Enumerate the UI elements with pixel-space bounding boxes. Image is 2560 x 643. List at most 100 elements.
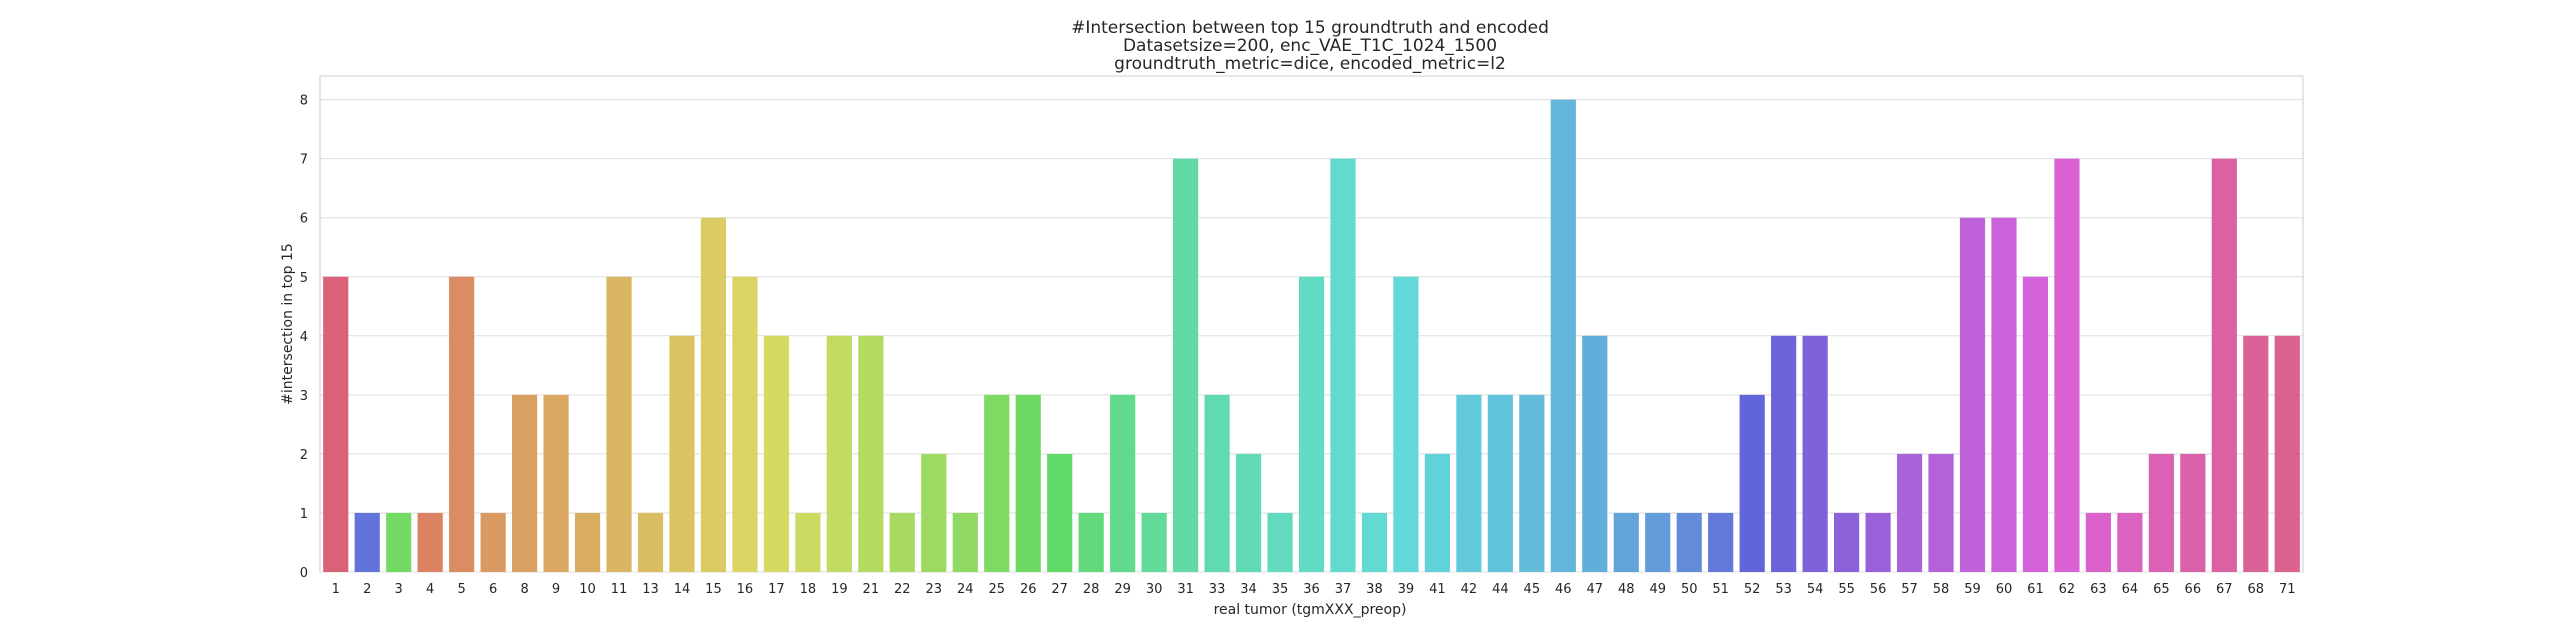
x-tick-label: 53 bbox=[1775, 582, 1792, 597]
bar bbox=[1078, 512, 1104, 572]
x-tick-label: 29 bbox=[1114, 582, 1131, 597]
x-tick-label: 34 bbox=[1240, 582, 1257, 597]
bar bbox=[2180, 453, 2206, 572]
bar bbox=[669, 335, 695, 572]
x-tick-label: 30 bbox=[1146, 582, 1163, 597]
y-axis-label: #intersection in top 15 bbox=[280, 243, 296, 405]
bar bbox=[1865, 512, 1891, 572]
x-tick-label: 45 bbox=[1524, 582, 1541, 597]
bar bbox=[1676, 512, 1702, 572]
x-tick-label: 19 bbox=[831, 582, 848, 597]
bar bbox=[1834, 512, 1860, 572]
bar bbox=[1047, 453, 1073, 572]
bar bbox=[2274, 335, 2300, 572]
bar bbox=[1771, 335, 1797, 572]
bar bbox=[1267, 512, 1293, 572]
x-tick-label: 18 bbox=[800, 582, 817, 597]
x-tick-label: 54 bbox=[1807, 582, 1824, 597]
x-tick-label: 58 bbox=[1933, 582, 1950, 597]
x-tick-label: 26 bbox=[1020, 582, 1037, 597]
x-tick-label: 66 bbox=[2185, 582, 2202, 597]
bar bbox=[1015, 394, 1041, 572]
x-tick-label: 36 bbox=[1303, 582, 1320, 597]
bar bbox=[2148, 453, 2174, 572]
bar bbox=[1456, 394, 1482, 572]
bar bbox=[480, 512, 506, 572]
bar bbox=[858, 335, 884, 572]
bar bbox=[1708, 512, 1734, 572]
x-tick-label: 3 bbox=[395, 582, 403, 597]
x-tick-label: 31 bbox=[1177, 582, 1194, 597]
bar bbox=[606, 276, 632, 572]
bar bbox=[1235, 453, 1262, 572]
x-tick-label: 1 bbox=[332, 582, 340, 597]
y-tick-labels: 0 1 2 3 4 5 6 7 8 bbox=[300, 94, 308, 581]
bar bbox=[1645, 512, 1671, 572]
bar bbox=[417, 512, 443, 572]
x-tick-label: 56 bbox=[1870, 582, 1887, 597]
bar bbox=[1141, 512, 1167, 572]
y-tick-label: 1 bbox=[300, 507, 308, 522]
bar bbox=[449, 276, 475, 572]
bar bbox=[323, 276, 349, 572]
x-tick-label: 64 bbox=[2122, 582, 2139, 597]
x-tick-label: 39 bbox=[1398, 582, 1415, 597]
y-tick-label: 4 bbox=[300, 330, 308, 345]
x-tick-label: 49 bbox=[1649, 582, 1666, 597]
y-tick-label: 0 bbox=[300, 566, 308, 581]
x-tick-label: 17 bbox=[768, 582, 785, 597]
x-tick-label: 23 bbox=[926, 582, 943, 597]
bar bbox=[1928, 453, 1954, 572]
x-tick-label: 48 bbox=[1618, 582, 1635, 597]
bar bbox=[574, 512, 601, 572]
x-tick-label: 21 bbox=[863, 582, 880, 597]
x-tick-label: 27 bbox=[1051, 582, 1068, 597]
bar bbox=[354, 512, 380, 572]
bar bbox=[2054, 158, 2080, 572]
x-tick-label: 22 bbox=[894, 582, 911, 597]
x-tick-label: 71 bbox=[2279, 582, 2296, 597]
bar bbox=[1959, 217, 1986, 572]
y-tick-label: 3 bbox=[300, 389, 308, 404]
x-tick-label: 9 bbox=[552, 582, 560, 597]
bar bbox=[952, 512, 978, 572]
x-tick-label: 68 bbox=[2248, 582, 2265, 597]
bar bbox=[763, 335, 789, 572]
bar bbox=[889, 512, 915, 572]
chart-title-line-2: Datasetsize=200, enc_VAE_T1C_1024_1500 bbox=[1123, 36, 1497, 56]
x-tick-label: 41 bbox=[1429, 582, 1446, 597]
bar bbox=[1739, 394, 1765, 572]
bar bbox=[1519, 394, 1545, 572]
x-tick-label: 13 bbox=[642, 582, 659, 597]
x-tick-label: 59 bbox=[1964, 582, 1981, 597]
x-tick-label: 35 bbox=[1272, 582, 1289, 597]
bar bbox=[1424, 453, 1450, 572]
bar bbox=[921, 453, 947, 572]
x-tick-label: 28 bbox=[1083, 582, 1100, 597]
bar bbox=[543, 394, 569, 572]
bar bbox=[2243, 335, 2269, 572]
bars bbox=[323, 99, 2300, 572]
chart-title: #Intersection between top 15 groundtruth… bbox=[1071, 18, 1549, 74]
x-tick-label: 46 bbox=[1555, 582, 1572, 597]
x-tick-label: 62 bbox=[2059, 582, 2076, 597]
x-axis-label: real tumor (tgmXXX_preop) bbox=[1214, 602, 1407, 618]
bar bbox=[512, 394, 538, 572]
x-tick-label: 5 bbox=[458, 582, 466, 597]
bar bbox=[1582, 335, 1608, 572]
bar bbox=[2117, 512, 2143, 572]
x-tick-label: 65 bbox=[2153, 582, 2170, 597]
bar bbox=[700, 217, 727, 572]
x-tick-label: 55 bbox=[1838, 582, 1855, 597]
y-tick-label: 8 bbox=[300, 94, 308, 109]
y-tick-label: 7 bbox=[300, 153, 308, 168]
bar bbox=[1613, 512, 1639, 572]
bar bbox=[1393, 276, 1419, 572]
x-tick-label: 4 bbox=[426, 582, 434, 597]
bar bbox=[386, 512, 412, 572]
x-tick-label: 37 bbox=[1335, 582, 1352, 597]
x-tick-label: 42 bbox=[1461, 582, 1478, 597]
bar bbox=[732, 276, 758, 572]
x-tick-label: 16 bbox=[737, 582, 754, 597]
